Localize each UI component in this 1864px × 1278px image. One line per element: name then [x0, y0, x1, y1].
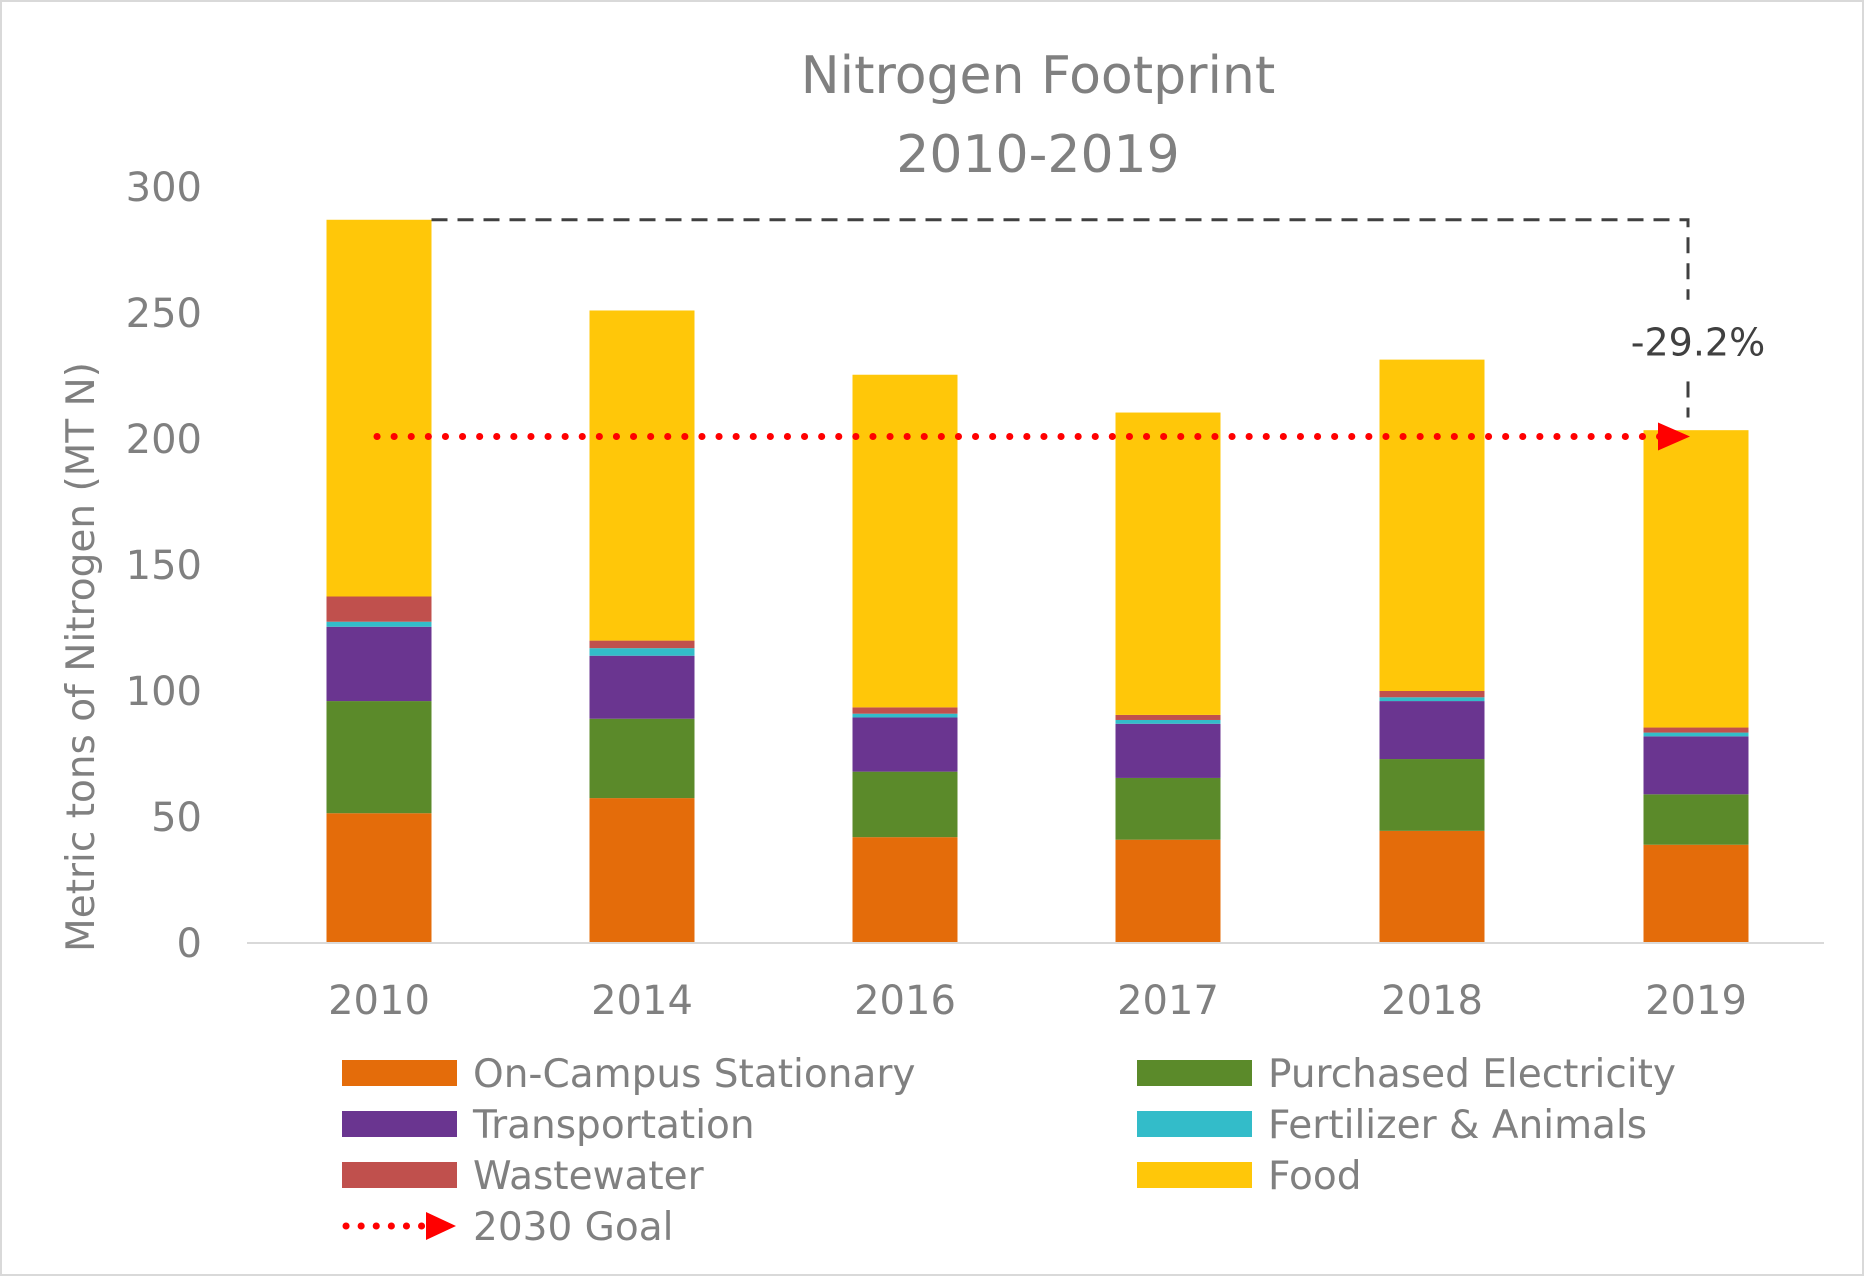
- x-tick-label: 2014: [591, 978, 693, 1024]
- bar-segment: [589, 310, 695, 641]
- chart-subtitle: 2010-2019: [896, 125, 1179, 185]
- x-tick-label: 2018: [1381, 978, 1483, 1024]
- y-axis-ticks: 0 50 100 150 200 250 300: [126, 165, 202, 967]
- bar-segment: [1379, 701, 1485, 760]
- x-tick-label: 2016: [854, 978, 956, 1024]
- y-axis-label: Metric tons of Nitrogen (MT N): [59, 362, 104, 952]
- legend-label: Purchased Electricity: [1268, 1052, 1676, 1097]
- bar-segment: [1643, 430, 1749, 728]
- annotation-bracket-upper: [431, 218, 1690, 300]
- legend-swatch: [342, 1060, 457, 1086]
- bar-segment: [1379, 830, 1485, 943]
- annotation-label: -29.2%: [1631, 320, 1765, 364]
- bar-segment: [1379, 691, 1485, 698]
- legend-swatch: [1137, 1162, 1252, 1188]
- bar-segment: [1643, 844, 1749, 943]
- bar-segment: [326, 596, 432, 622]
- bar-segment: [589, 648, 695, 656]
- x-tick-label: 2019: [1645, 978, 1747, 1024]
- bar-segment: [852, 374, 958, 708]
- y-tick-label: 100: [126, 669, 202, 715]
- chart-title: Nitrogen Footprint: [801, 46, 1276, 106]
- bar-segment: [326, 813, 432, 943]
- legend-label: 2030 Goal: [473, 1205, 673, 1250]
- bar-segment: [1115, 723, 1221, 778]
- goal-arrowhead: [1658, 422, 1690, 451]
- bar-segment: [1115, 777, 1221, 840]
- legend-swatch: [1137, 1111, 1252, 1137]
- legend-item: Wastewater: [342, 1154, 705, 1199]
- bar-segment: [1115, 719, 1221, 724]
- legend: On-Campus Stationary Purchased Electricit…: [342, 1052, 1676, 1250]
- bar-segment: [1643, 794, 1749, 845]
- bar-segment: [1379, 697, 1485, 702]
- bar-segment: [589, 718, 695, 799]
- bar-segment: [589, 640, 695, 649]
- bar-segment: [589, 798, 695, 943]
- legend-label: Transportation: [472, 1103, 755, 1148]
- bar-segment: [1379, 359, 1485, 691]
- bar-segment: [1115, 839, 1221, 943]
- bar-segment: [1643, 736, 1749, 795]
- bar-segment: [326, 701, 432, 814]
- legend-item: Food: [1137, 1154, 1362, 1199]
- bar-segment: [1643, 727, 1749, 733]
- x-tick-label: 2010: [328, 978, 430, 1024]
- legend-item: Fertilizer & Animals: [1137, 1103, 1647, 1148]
- legend-label: Fertilizer & Animals: [1268, 1103, 1647, 1148]
- legend-label: Food: [1268, 1154, 1362, 1199]
- bar-segment: [1115, 412, 1221, 715]
- bar-segment: [852, 771, 958, 838]
- y-tick-label: 0: [177, 921, 202, 967]
- legend-item: 2030 Goal: [342, 1205, 673, 1250]
- reduction-annotation: -29.2%: [431, 218, 1765, 418]
- bar-segment: [852, 707, 958, 714]
- x-tick-label: 2017: [1117, 978, 1219, 1024]
- bar-segment: [1379, 759, 1485, 831]
- bars: [326, 219, 1749, 943]
- legend-item: Transportation: [342, 1103, 755, 1148]
- legend-label: Wastewater: [473, 1154, 705, 1199]
- legend-goal-arrowhead: [426, 1212, 456, 1240]
- bar-segment: [1643, 732, 1749, 737]
- bar-segment: [589, 655, 695, 719]
- y-tick-label: 200: [126, 417, 202, 463]
- bar-segment: [852, 717, 958, 772]
- legend-swatch: [342, 1162, 457, 1188]
- legend-item: Purchased Electricity: [1137, 1052, 1676, 1097]
- bar-segment: [326, 219, 432, 597]
- bar-segment: [326, 621, 432, 627]
- bar-segment: [1115, 714, 1221, 720]
- legend-item: On-Campus Stationary: [342, 1052, 915, 1097]
- legend-swatch: [342, 1111, 457, 1137]
- goal-line: [373, 422, 1690, 451]
- legend-label: On-Campus Stationary: [473, 1052, 915, 1097]
- bar-segment: [326, 626, 432, 702]
- y-tick-label: 150: [126, 543, 202, 589]
- y-tick-label: 50: [151, 795, 202, 841]
- legend-swatch: [1137, 1060, 1252, 1086]
- x-axis-ticks: 2010 2014 2016 2017 2018 2019: [328, 978, 1747, 1024]
- y-tick-label: 250: [126, 291, 202, 337]
- y-tick-label: 300: [126, 165, 202, 211]
- bar-segment: [852, 837, 958, 943]
- bar-segment: [852, 713, 958, 718]
